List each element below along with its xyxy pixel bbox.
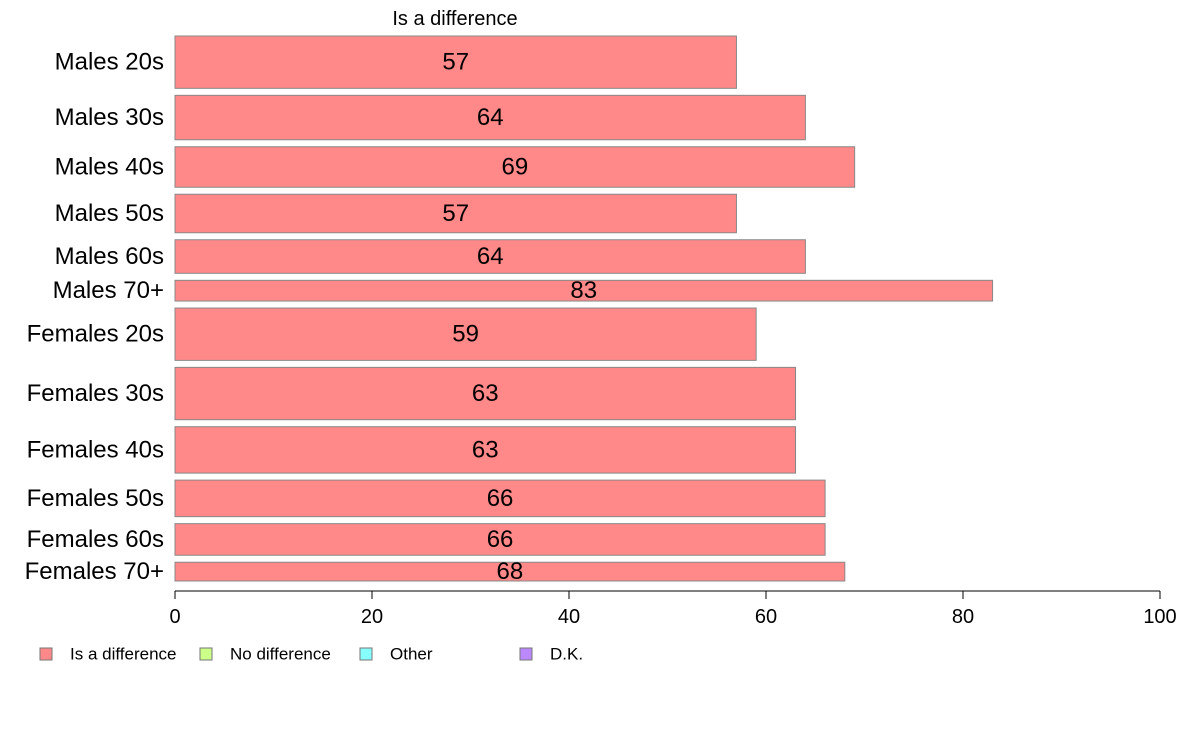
legend-label: No difference: [230, 645, 331, 664]
x-tick-label: 100: [1143, 606, 1176, 628]
value-label: 57: [442, 49, 469, 76]
category-label: Males 20s: [55, 49, 164, 76]
legend-swatch: [39, 647, 53, 661]
x-tick-label: 60: [755, 606, 777, 628]
x-tick-label: 80: [952, 606, 974, 628]
bar: [174, 146, 856, 188]
category-label: Females 20s: [27, 321, 164, 348]
category-label: Males 70+: [53, 277, 164, 304]
x-axis: 0 20 40 60 80 100: [169, 590, 1177, 628]
x-tick-label: 40: [558, 606, 580, 628]
category-label: Females 70+: [25, 558, 164, 585]
category-label: Males 50s: [55, 200, 164, 227]
bar: [174, 94, 806, 141]
bar: [174, 193, 737, 234]
legend-swatch: [519, 647, 533, 661]
x-tick-label: 20: [361, 606, 383, 628]
value-label: 69: [501, 154, 528, 181]
category-label: Females 40s: [27, 436, 164, 463]
top-series-label: Is a difference: [392, 8, 517, 30]
value-label: 64: [477, 243, 504, 270]
category-label: Females 60s: [27, 526, 164, 553]
bar: [174, 35, 737, 89]
bar: [174, 279, 994, 302]
value-label: 68: [497, 558, 524, 585]
value-label: 83: [570, 277, 597, 304]
value-label: 64: [477, 104, 504, 131]
bar: [174, 479, 826, 518]
legend-label: D.K.: [550, 645, 583, 664]
x-tick-label: 0: [169, 606, 180, 628]
bar: [174, 239, 806, 274]
value-label: 63: [472, 380, 499, 407]
bar: [174, 561, 846, 582]
value-label: 66: [487, 485, 514, 512]
category-label: Males 60s: [55, 243, 164, 270]
value-label: 63: [472, 436, 499, 463]
bar-group: Males 20s 57 Males 30s 64 Males 40s 69 Males 5…: [25, 35, 994, 585]
legend-label: Is a difference: [70, 645, 176, 664]
category-label: Females 30s: [27, 380, 164, 407]
value-label: 59: [452, 321, 479, 348]
legend-swatch: [199, 647, 213, 661]
bar: [174, 366, 797, 421]
legend-label: Other: [390, 645, 433, 664]
category-label: Males 40s: [55, 154, 164, 181]
bar: [174, 523, 826, 556]
legend: Is a difference No difference Other D.K.: [39, 645, 583, 664]
legend-swatch: [359, 647, 373, 661]
category-label: Males 30s: [55, 104, 164, 131]
bar: [174, 307, 757, 361]
value-label: 57: [442, 200, 469, 227]
value-label: 66: [487, 526, 514, 553]
bar: [174, 426, 797, 474]
category-label: Females 50s: [27, 485, 164, 512]
